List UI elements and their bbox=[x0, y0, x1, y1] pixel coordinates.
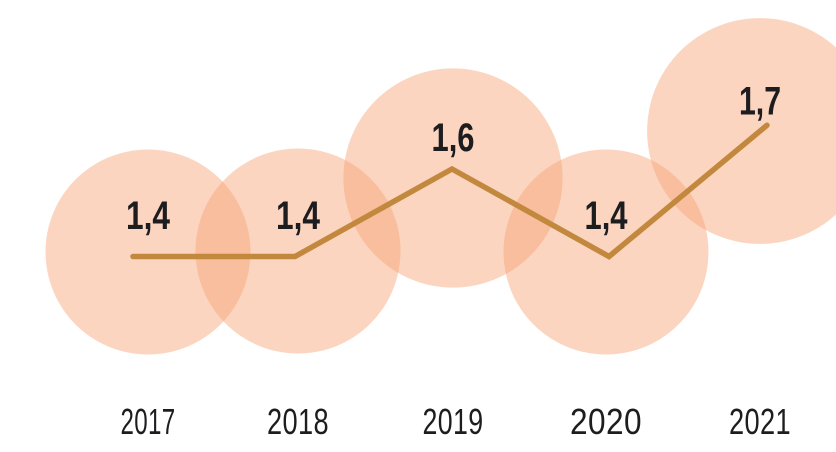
bubble-line-chart: 1,4 1,4 1,6 1,4 1,7 2017 2018 2019 2020 2021 bbox=[40, 16, 836, 436]
x-axis-label-2017: 2017 bbox=[121, 401, 176, 436]
value-label-2018: 1,4 bbox=[276, 194, 321, 238]
bubble-2019 bbox=[343, 68, 563, 288]
trend-line bbox=[130, 122, 770, 260]
x-axis-label-2018: 2018 bbox=[267, 401, 329, 436]
value-label-2021: 1,7 bbox=[739, 79, 781, 123]
bubble-2017 bbox=[45, 149, 251, 355]
value-label-2019: 1,6 bbox=[432, 116, 475, 160]
x-axis-label-2021: 2021 bbox=[729, 401, 791, 436]
bubble-2018 bbox=[195, 148, 401, 354]
x-axis-label-2020: 2020 bbox=[570, 401, 642, 436]
chart-svg: 1,4 1,4 1,6 1,4 1,7 2017 2018 2019 2020 2021 bbox=[45, 18, 836, 436]
value-label-2017: 1,4 bbox=[126, 194, 171, 238]
x-axis-label-2019: 2019 bbox=[423, 401, 484, 436]
value-label-2020: 1,4 bbox=[585, 194, 629, 238]
